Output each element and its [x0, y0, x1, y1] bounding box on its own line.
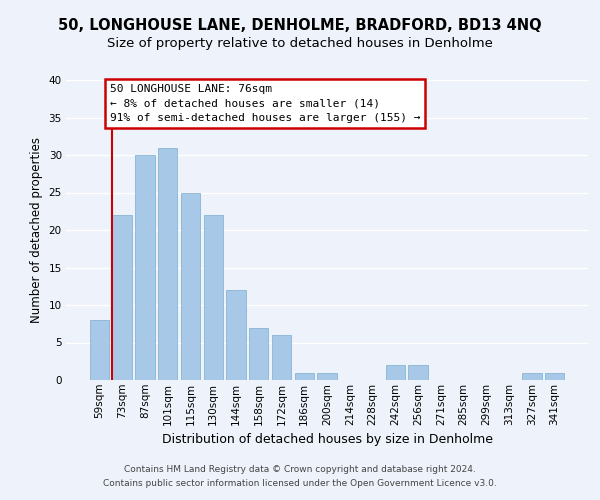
Bar: [386, 365, 405, 380]
Text: 50 LONGHOUSE LANE: 76sqm
← 8% of detached houses are smaller (14)
91% of semi-de: 50 LONGHOUSE LANE: 76sqm ← 8% of detache…: [110, 84, 420, 122]
Text: Size of property relative to detached houses in Denholme: Size of property relative to detached ho…: [107, 38, 493, 51]
Text: Contains HM Land Registry data © Crown copyright and database right 2024.
Contai: Contains HM Land Registry data © Crown c…: [103, 466, 497, 487]
Bar: [181, 192, 200, 380]
X-axis label: Distribution of detached houses by size in Denholme: Distribution of detached houses by size …: [161, 433, 493, 446]
Bar: [135, 155, 155, 380]
Bar: [226, 290, 245, 380]
Bar: [272, 335, 291, 380]
Bar: [112, 215, 132, 380]
Bar: [249, 328, 268, 380]
Bar: [317, 372, 337, 380]
Y-axis label: Number of detached properties: Number of detached properties: [30, 137, 43, 323]
Bar: [203, 215, 223, 380]
Bar: [295, 372, 314, 380]
Bar: [158, 148, 178, 380]
Text: 50, LONGHOUSE LANE, DENHOLME, BRADFORD, BD13 4NQ: 50, LONGHOUSE LANE, DENHOLME, BRADFORD, …: [58, 18, 542, 32]
Bar: [409, 365, 428, 380]
Bar: [522, 372, 542, 380]
Bar: [90, 320, 109, 380]
Bar: [545, 372, 564, 380]
